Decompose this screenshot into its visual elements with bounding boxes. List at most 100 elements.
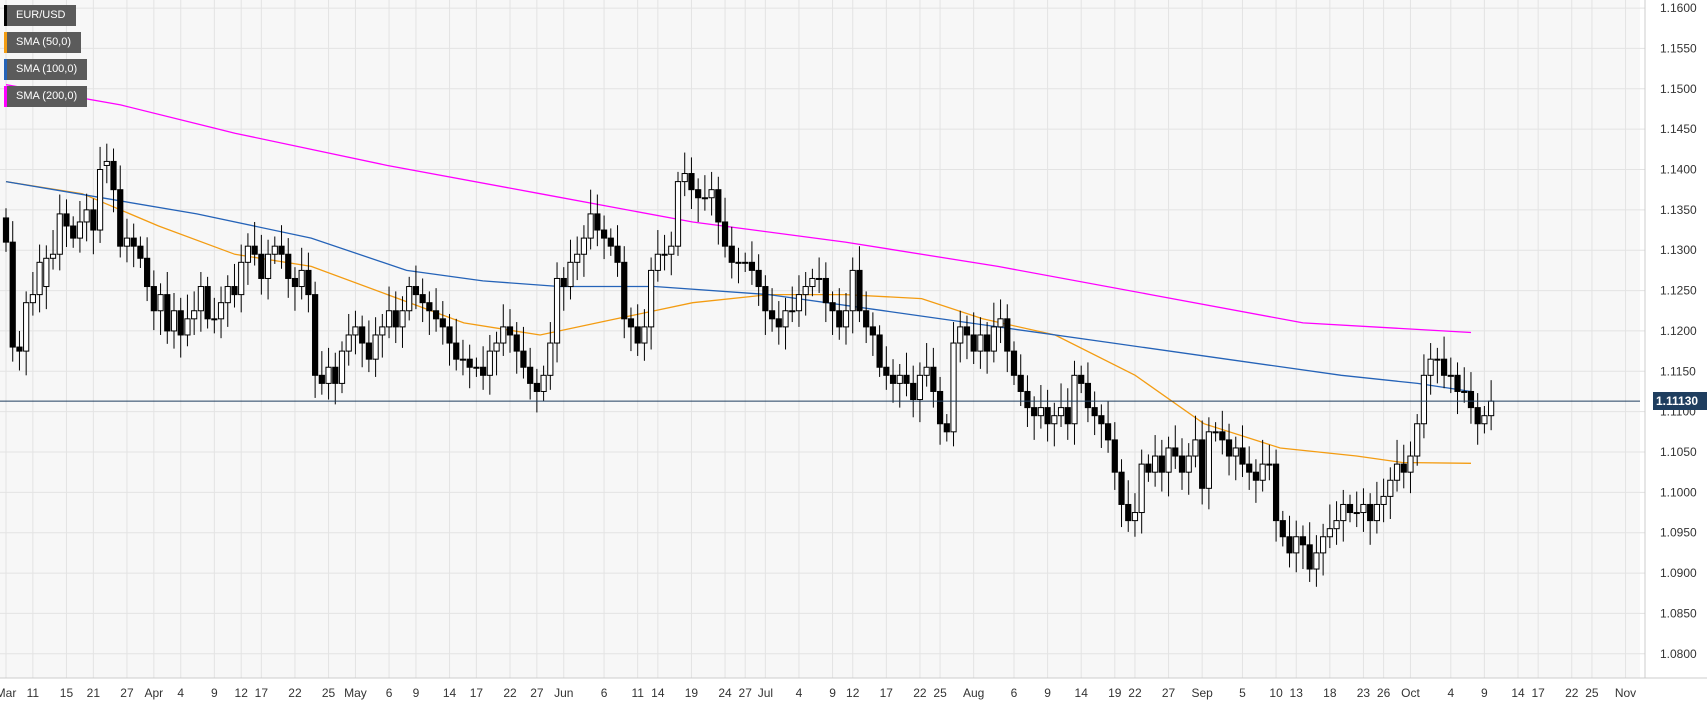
candle-body [896, 374, 903, 384]
candle-body [822, 277, 829, 304]
candle-body [117, 189, 124, 247]
y-tick-label: 1.1150 [1660, 364, 1696, 378]
candle-body [493, 342, 500, 352]
x-tick-label: 12 [846, 686, 860, 700]
candle-body [1313, 552, 1320, 570]
legend-item-sma-50[interactable]: SMA (50,0) [4, 32, 82, 53]
candle-body [291, 277, 299, 288]
candle-body [1353, 512, 1360, 515]
candle-body [553, 277, 561, 344]
candle-body [1367, 503, 1374, 522]
x-tick-label: 14 [651, 686, 665, 700]
candle-body [453, 342, 460, 360]
candle-body [1084, 382, 1092, 409]
candle-body [191, 310, 198, 320]
candle-body [1400, 463, 1407, 473]
candle-body [936, 390, 944, 425]
candle-body [923, 366, 930, 376]
legend-item-eurusd[interactable]: EUR/USD [4, 5, 76, 26]
candle-body [1454, 374, 1461, 392]
candle-body [1481, 415, 1488, 425]
candle-body [150, 286, 157, 312]
candle-body [1064, 407, 1071, 425]
candle-body [607, 237, 614, 247]
candle-body [755, 269, 762, 288]
y-tick-label: 1.1450 [1660, 122, 1697, 136]
candle-body [721, 221, 729, 247]
candle-body [459, 358, 467, 361]
candle-body [997, 318, 1004, 328]
candle-body [950, 342, 957, 433]
candle-body [70, 225, 77, 239]
candle-body [352, 326, 359, 336]
candle-body [943, 423, 950, 433]
x-tick-label: Oct [1401, 686, 1420, 700]
candle-body [1057, 407, 1065, 417]
candle-body [285, 253, 292, 279]
candle-body [1024, 390, 1031, 409]
candle-body [164, 294, 171, 332]
candle-body [1246, 463, 1253, 473]
candle-body [963, 326, 971, 336]
candle-body [627, 318, 635, 328]
x-tick-label: 6 [386, 686, 393, 700]
candle-body [1393, 463, 1401, 481]
candle-body [1427, 358, 1434, 376]
candle-body [641, 326, 648, 344]
candle-body [439, 318, 446, 328]
candlesticks [2, 143, 1495, 587]
candle-body [446, 326, 453, 344]
candle-body [1333, 520, 1340, 530]
y-tick-label: 1.1000 [1660, 485, 1697, 499]
y-tick-label: 1.1250 [1660, 284, 1697, 298]
candle-body [231, 286, 238, 296]
candle-body [634, 326, 641, 344]
y-tick-label: 1.1600 [1660, 1, 1697, 15]
candle-body [332, 366, 339, 384]
candle-body [1031, 407, 1038, 417]
legend-swatch [4, 5, 7, 26]
candle-body [1212, 431, 1219, 434]
x-tick-label: Jul [758, 686, 773, 700]
x-tick-label: 25 [1585, 686, 1599, 700]
x-tick-label: 12 [235, 686, 249, 700]
x-tick-label: 22 [1128, 686, 1142, 700]
x-tick-label: 25 [322, 686, 336, 700]
candle-body [1199, 439, 1206, 489]
candle-body [345, 334, 352, 352]
y-tick-label: 1.0950 [1660, 526, 1697, 540]
x-tick-label: 25 [933, 686, 947, 700]
x-tick-label: 22 [503, 686, 517, 700]
legend-label: EUR/USD [16, 9, 66, 21]
candle-body [238, 261, 245, 296]
x-tick-label: 27 [739, 686, 753, 700]
x-tick-label: 24 [718, 686, 732, 700]
legend-item-sma-200[interactable]: SMA (200,0) [4, 86, 88, 107]
candle-body [399, 310, 406, 328]
candle-body [661, 253, 668, 256]
candle-body [1098, 415, 1105, 425]
legend-item-sma-100[interactable]: SMA (100,0) [4, 59, 88, 80]
candle-body [540, 374, 547, 392]
candle-body [318, 374, 325, 384]
candle-body [177, 310, 184, 336]
candle-body [204, 286, 211, 320]
y-tick-label: 1.1050 [1660, 445, 1697, 459]
candle-body [513, 334, 520, 352]
candle-body [957, 326, 964, 344]
candle-body [23, 302, 30, 352]
candle-body [16, 346, 23, 352]
candle-body [802, 286, 809, 296]
candle-body [654, 253, 661, 271]
y-tick-label: 1.1550 [1660, 41, 1697, 55]
candle-body [264, 253, 272, 279]
candle-body [392, 310, 399, 328]
candle-body [1138, 463, 1145, 514]
candle-body [123, 237, 131, 247]
grid-lines [0, 0, 1645, 678]
y-axis-ticks: 1.1600 1.1550 1.1500 1.1450 1.1400 1.1350 1.13… [1660, 1, 1697, 661]
x-tick-label: 26 [1377, 686, 1391, 700]
candle-body [325, 366, 332, 384]
x-tick-label: 27 [120, 686, 134, 700]
